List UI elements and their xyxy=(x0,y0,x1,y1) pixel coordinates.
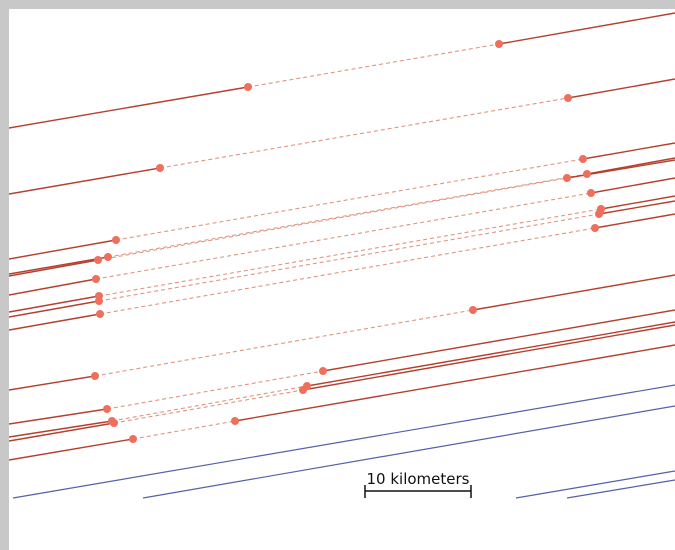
route-solid-segment xyxy=(9,259,99,277)
blue-line xyxy=(12,384,675,499)
route-12 xyxy=(9,321,675,438)
route-dashed-gap xyxy=(98,208,602,297)
gap-marker[interactable] xyxy=(319,367,327,375)
route-solid-segment xyxy=(9,239,117,260)
route-3 xyxy=(9,142,675,260)
route-dashed-gap xyxy=(107,173,588,258)
route-13 xyxy=(9,324,675,442)
scale-bar: 10 kilometers xyxy=(364,470,472,498)
route-2 xyxy=(9,78,675,195)
route-solid-segment xyxy=(322,309,675,372)
gap-markers xyxy=(91,40,605,443)
gap-marker[interactable] xyxy=(591,224,599,232)
gap-marker[interactable] xyxy=(495,40,503,48)
gap-marker[interactable] xyxy=(579,155,587,163)
gap-marker[interactable] xyxy=(469,306,477,314)
route-solid-segment xyxy=(586,157,675,175)
gap-marker[interactable] xyxy=(104,253,112,261)
route-4 xyxy=(9,157,675,275)
route-dashed-gap xyxy=(97,177,568,261)
route-dashed-gap xyxy=(159,97,569,169)
route-dashed-gap xyxy=(113,389,304,424)
route-solid-segment xyxy=(234,344,675,422)
scale-bar-label: 10 kilometers xyxy=(367,470,470,488)
gap-marker[interactable] xyxy=(112,236,120,244)
gap-marker[interactable] xyxy=(94,256,102,264)
gap-marker[interactable] xyxy=(92,275,100,283)
route-dashed-gap xyxy=(111,385,308,422)
gap-marker[interactable] xyxy=(103,405,111,413)
route-dashed-gap xyxy=(247,43,500,88)
gap-marker[interactable] xyxy=(299,386,307,394)
route-dashed-gap xyxy=(94,309,474,377)
blue-line xyxy=(515,470,675,499)
gap-marker[interactable] xyxy=(231,417,239,425)
gap-marker[interactable] xyxy=(595,210,603,218)
route-solid-segment xyxy=(567,78,675,99)
route-solid-segment xyxy=(9,86,249,129)
route-solid-segment xyxy=(498,12,675,45)
blue-line xyxy=(566,479,675,499)
route-lines xyxy=(9,12,675,499)
gap-marker[interactable] xyxy=(95,297,103,305)
route-dashed-gap xyxy=(106,370,324,410)
route-solid-segment xyxy=(9,295,100,313)
route-solid-segment xyxy=(9,278,97,296)
route-6 xyxy=(9,177,675,296)
route-dashed-gap xyxy=(98,213,600,302)
route-solid-segment xyxy=(472,274,675,311)
gap-marker[interactable] xyxy=(110,419,118,427)
route-11 xyxy=(9,309,675,425)
route-9 xyxy=(9,213,675,331)
gap-marker[interactable] xyxy=(96,310,104,318)
route-solid-segment xyxy=(582,142,675,160)
route-solid-segment xyxy=(590,177,675,194)
route-solid-segment xyxy=(9,438,134,461)
route-solid-segment xyxy=(600,195,675,210)
gap-marker[interactable] xyxy=(91,372,99,380)
gap-marker[interactable] xyxy=(244,83,252,91)
map-panel: 10 kilometers xyxy=(9,9,675,550)
route-dashed-gap xyxy=(115,158,584,241)
route-solid-segment xyxy=(302,324,675,391)
route-14 xyxy=(9,344,675,461)
gap-marker[interactable] xyxy=(587,189,595,197)
route-solid-segment xyxy=(9,375,96,391)
route-dashed-gap xyxy=(132,420,236,440)
gap-marker[interactable] xyxy=(129,435,137,443)
route-solid-segment xyxy=(9,167,161,195)
route-7 xyxy=(9,195,675,313)
route-solid-segment xyxy=(9,300,100,318)
gap-marker[interactable] xyxy=(583,170,591,178)
gap-marker[interactable] xyxy=(156,164,164,172)
route-solid-segment xyxy=(9,313,101,331)
route-solid-segment xyxy=(9,408,108,425)
route-10 xyxy=(9,274,675,391)
route-solid-segment xyxy=(9,256,109,275)
route-1 xyxy=(9,12,675,129)
route-solid-segment xyxy=(9,420,113,438)
gap-marker[interactable] xyxy=(563,174,571,182)
route-8 xyxy=(9,200,675,318)
gap-marker[interactable] xyxy=(564,94,572,102)
route-solid-segment xyxy=(594,213,675,229)
route-dashed-gap xyxy=(95,192,592,280)
route-solid-segment xyxy=(306,321,675,387)
route-solid-segment xyxy=(598,200,675,215)
map-canvas[interactable]: 10 kilometers xyxy=(9,9,675,550)
blue-line xyxy=(142,405,675,499)
route-solid-segment xyxy=(9,422,115,442)
